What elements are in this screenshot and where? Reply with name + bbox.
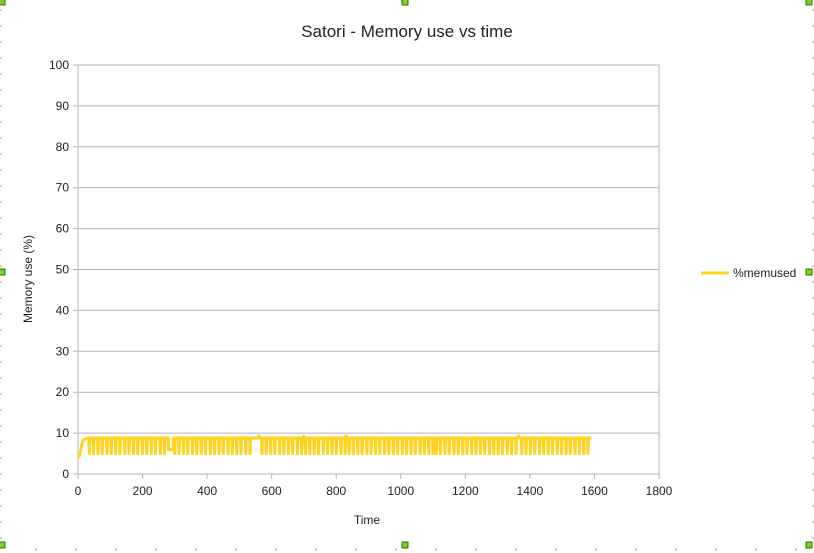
legend: %memused [701,266,796,280]
selection-handle[interactable] [805,0,813,6]
y-tick-label: 50 [56,263,70,277]
x-tick-label: 0 [75,484,82,498]
y-tick-label: 90 [56,99,70,113]
y-tick-labels: 0 10 20 30 40 50 60 70 80 90 100 [49,58,69,481]
y-tick-label: 10 [56,426,70,440]
x-tick-label: 1800 [646,484,673,498]
x-tick-label: 800 [326,484,346,498]
y-tick-label: 100 [49,58,69,72]
plot-area [77,64,660,475]
y-axis-label: Memory use (%) [21,235,35,323]
y-tick-label: 70 [56,181,70,195]
gridlines [73,64,660,479]
selection-handle[interactable] [805,541,813,549]
x-tick-label: 1000 [387,484,414,498]
legend-label: %memused [733,266,796,280]
y-tick-label: 40 [56,303,70,317]
y-tick-label: 0 [62,467,69,481]
selection-handle[interactable] [0,0,6,6]
x-tick-label: 400 [197,484,217,498]
y-tick-label: 20 [56,385,70,399]
selection-handle[interactable] [0,268,6,276]
x-tick-label: 1400 [517,484,544,498]
y-tick-label: 60 [56,222,70,236]
selection-handle[interactable] [805,268,813,276]
x-tick-label: 600 [262,484,282,498]
x-tick-label: 1600 [581,484,608,498]
series-line-0 [76,434,592,459]
selection-handle[interactable] [0,541,6,549]
x-tick-label: 1200 [452,484,479,498]
selection-handle[interactable] [401,0,409,6]
x-tick-label: 200 [133,484,153,498]
x-axis-label: Time [354,513,381,527]
selection-handle[interactable] [401,541,409,549]
chart-title: Satori - Memory use vs time [301,22,513,41]
x-tick-labels: 0 200 400 600 800 1000 1200 1400 1600 1800 [75,484,673,498]
y-tick-label: 30 [56,344,70,358]
y-tick-label: 80 [56,140,70,154]
series-lines [76,434,592,459]
